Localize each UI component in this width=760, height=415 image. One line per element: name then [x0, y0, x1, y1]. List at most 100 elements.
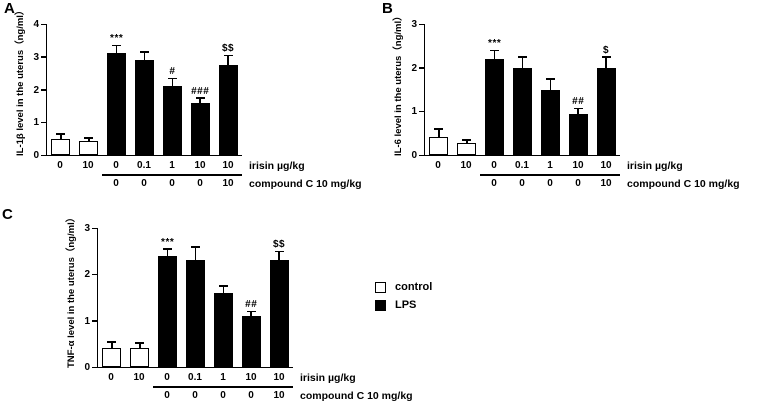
- error-bar-cap: [167, 77, 177, 80]
- error-bar: [166, 248, 169, 257]
- irisin-row-label: irisin µg/kg: [627, 160, 683, 172]
- compound-c-group-line: [102, 174, 242, 176]
- error-bar: [466, 139, 468, 145]
- significance-annotation: $$: [222, 43, 235, 55]
- dose-value: 10: [600, 160, 612, 171]
- y-tick: [92, 273, 98, 276]
- bar-a-1: [51, 138, 71, 155]
- irisin-dose-row: 0 10 0 0.1 1 10 10: [97, 372, 293, 384]
- bar-b-3: [485, 58, 505, 155]
- dose-value: 0: [113, 160, 119, 171]
- y-tick: [41, 154, 47, 156]
- dose-value: 0: [547, 178, 553, 189]
- significance-annotation: $$: [273, 239, 286, 251]
- dose-value: 0: [197, 178, 203, 189]
- dose-value: [97, 390, 125, 402]
- error-bar: [222, 285, 225, 294]
- error-bar: [111, 341, 113, 350]
- legend-label: control: [395, 281, 433, 293]
- y-tick-label: 0: [411, 150, 417, 161]
- error-bar-cap: [195, 97, 205, 99]
- y-tick: [92, 366, 98, 368]
- error-bar-cap: [218, 285, 228, 287]
- significance-annotation: #: [169, 66, 176, 78]
- y-tick-label: 1: [84, 315, 90, 327]
- bar-a-4: [135, 60, 154, 155]
- compound-c-row-label: compound C 10 mg/kg: [627, 178, 740, 190]
- irisin-dose-row: 0 10 0 0.1 1 10 10: [424, 160, 620, 172]
- error-bar-cap: [573, 107, 583, 110]
- significance-annotation: ***: [488, 38, 502, 50]
- bar-c-6: [241, 316, 261, 367]
- irisin-row-label: irisin µg/kg: [300, 372, 356, 384]
- error-bar-cap: [84, 137, 94, 139]
- y-tick: [41, 56, 47, 58]
- y-tick: [419, 67, 425, 69]
- error-bar-cap: [135, 342, 145, 344]
- bar-c-4: [186, 260, 205, 367]
- panel-letter: B: [382, 0, 393, 17]
- dose-value: 1: [220, 372, 226, 383]
- error-bar: [88, 137, 90, 143]
- y-tick: [92, 227, 98, 229]
- dose-value: 0: [108, 372, 114, 383]
- dose-value: 0: [169, 178, 175, 189]
- dose-value: 0: [519, 178, 525, 189]
- y-tick-label: 2: [84, 269, 90, 281]
- significance-annotation: $: [603, 44, 610, 56]
- y-tick: [41, 23, 47, 25]
- y-tick-label: 2: [411, 62, 417, 74]
- error-bar: [438, 128, 440, 138]
- error-bar-cap: [462, 139, 472, 141]
- error-bar: [143, 51, 146, 62]
- error-bar-cap: [601, 56, 611, 58]
- bar-c-5: [213, 292, 233, 367]
- error-bar: [577, 108, 579, 115]
- compound-c-dose-row: 0 0 0 0 10: [46, 178, 242, 190]
- y-tick-label: 0: [33, 150, 39, 161]
- error-bar: [199, 97, 201, 104]
- y-axis-label: IL-6 level in the uterus（ng/ml）: [393, 11, 404, 156]
- dose-value: 0: [248, 390, 254, 401]
- compound-c-row-label: compound C 10 mg/kg: [300, 390, 413, 402]
- error-bar-cap: [140, 51, 149, 53]
- dose-value: 10: [133, 372, 145, 383]
- dose-value: 0: [491, 160, 497, 171]
- dose-value: 0: [575, 178, 581, 189]
- lps-swatch-icon: [375, 299, 386, 311]
- significance-annotation: ***: [161, 236, 175, 248]
- y-tick-label: 3: [33, 51, 39, 63]
- bar-a-7: [218, 64, 238, 155]
- error-bar: [115, 45, 118, 55]
- error-bar: [549, 78, 552, 91]
- error-bar-cap: [545, 78, 555, 80]
- y-tick: [41, 121, 47, 124]
- irisin-row-label: irisin µg/kg: [249, 160, 305, 172]
- bar-c-7: [269, 260, 289, 367]
- bar-a-6: [190, 102, 210, 155]
- dose-value: 0: [164, 372, 170, 383]
- dose-value: 0: [491, 178, 497, 189]
- error-bar: [493, 50, 496, 60]
- error-bar-cap: [246, 310, 256, 313]
- dose-value: 0: [192, 390, 198, 401]
- legend-label: LPS: [395, 299, 417, 311]
- y-tick: [92, 320, 98, 322]
- dose-value: 0.1: [137, 160, 151, 171]
- dose-value: 10: [460, 160, 472, 171]
- dose-value: 1: [547, 160, 553, 171]
- y-tick-label: 3: [84, 223, 90, 234]
- y-tick: [419, 110, 425, 113]
- bar-a-2: [79, 141, 99, 155]
- error-bar: [194, 246, 197, 262]
- irisin-dose-row: 0 10 0 0.1 1 10 10: [46, 160, 242, 172]
- dose-value: 0: [113, 178, 119, 189]
- error-bar: [278, 251, 280, 262]
- control-swatch-icon: [375, 281, 386, 293]
- compound-c-group-line: [480, 174, 620, 176]
- panel-tnfa: C TNF-α level in the uterus（ng/ml） 0 1 2 3 *…: [2, 206, 427, 414]
- error-bar: [139, 342, 141, 350]
- dose-value: [125, 390, 153, 402]
- dose-value: 10: [82, 160, 94, 171]
- error-bar-cap: [107, 341, 117, 343]
